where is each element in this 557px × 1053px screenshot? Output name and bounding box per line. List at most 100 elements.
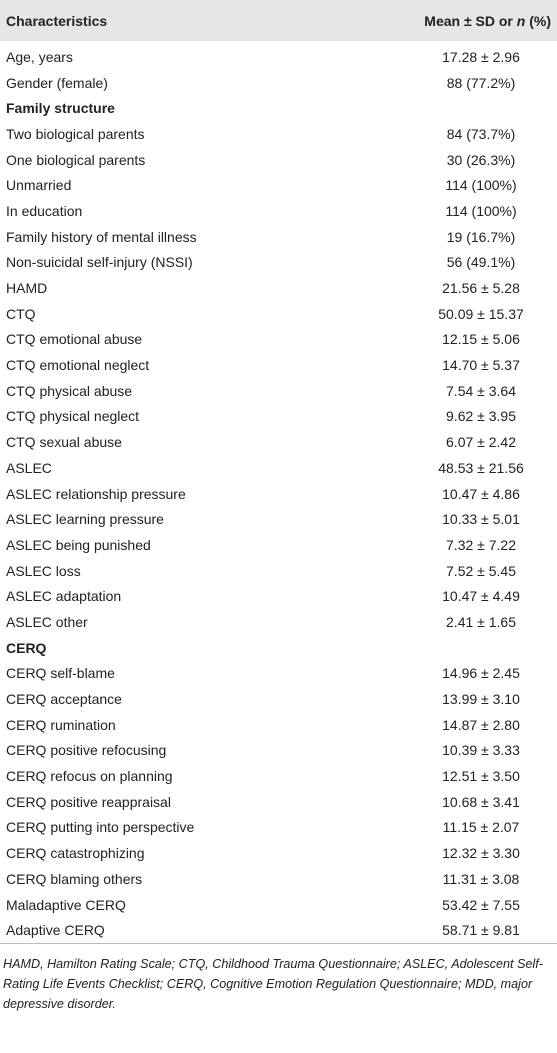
row-label: CTQ physical neglect [6, 408, 140, 425]
data-row: Two biological parents 84 (73.7%) [0, 121, 557, 147]
data-row: CERQ rumination 14.87 ± 2.80 [0, 712, 557, 738]
data-row: CERQ acceptance 13.99 ± 3.10 [0, 686, 557, 712]
data-row: CERQ putting into perspective 11.15 ± 2.0… [0, 815, 557, 841]
data-row: Age, years 17.28 ± 2.96 [0, 41, 557, 70]
row-value: 13.99 ± 3.10 [442, 691, 520, 708]
row-value: 14.96 ± 2.45 [442, 665, 520, 682]
row-label: CERQ positive refocusing [6, 742, 167, 759]
section-row: Family structure [0, 95, 557, 121]
data-row: ASLEC other 2.41 ± 1.65 [0, 609, 557, 635]
data-row: Family history of mental illness 19 (16.7… [0, 224, 557, 250]
row-label: Maladaptive CERQ [6, 896, 126, 913]
data-row: CTQ physical abuse 7.54 ± 3.64 [0, 378, 557, 404]
row-value: 12.51 ± 3.50 [442, 768, 520, 785]
row-label: Non-suicidal self-injury (NSSI) [6, 254, 193, 271]
row-value: 53.42 ± 7.55 [442, 896, 520, 913]
row-value: 10.39 ± 3.33 [442, 742, 520, 759]
row-label: ASLEC learning pressure [6, 511, 164, 528]
row-value: 58.71 ± 9.81 [405, 917, 557, 945]
row-label: CERQ rumination [6, 716, 116, 733]
data-row: CTQ 50.09 ± 15.37 [0, 301, 557, 327]
row-value: 7.52 ± 5.45 [446, 562, 516, 579]
row-value: 9.62 ± 3.95 [446, 408, 516, 425]
row-label: ASLEC being punished [6, 536, 151, 553]
row-label: CTQ emotional neglect [6, 357, 150, 374]
data-row: CTQ emotional neglect 14.70 ± 5.37 [0, 352, 557, 378]
row-label: ASLEC loss [6, 562, 81, 579]
row-value: 11.31 ± 3.08 [442, 870, 520, 887]
row-value: 48.53 ± 21.56 [438, 459, 524, 476]
table-body: Age, years 17.28 ± 2.96 Gender (female) 88 … [0, 41, 557, 945]
header-cell: Mean ± SD or n (%) [405, 0, 557, 41]
row-label: Unmarried [6, 177, 72, 194]
row-value: 10.47 ± 4.86 [442, 485, 520, 502]
row-value: 21.56 ± 5.28 [442, 280, 520, 297]
data-row: ASLEC relationship pressure 10.47 ± 4.86 [0, 481, 557, 507]
data-row: CERQ positive refocusing 10.39 ± 3.33 [0, 738, 557, 764]
data-row: CERQ catastrophizing 12.32 ± 3.30 [0, 840, 557, 866]
row-value: 14.70 ± 5.37 [442, 357, 520, 374]
row-value: 6.07 ± 2.42 [446, 434, 516, 451]
data-row: ASLEC adaptation 10.47 ± 4.49 [0, 583, 557, 609]
row-label: HAMD [6, 280, 48, 297]
header-row: Characteristics Mean ± SD or n (%) [0, 0, 557, 41]
data-row: In education 114 (100%) [0, 198, 557, 224]
row-label: Gender (female) [6, 74, 108, 91]
row-label: ASLEC relationship pressure [6, 485, 186, 502]
data-row: CERQ self-blame 14.96 ± 2.45 [0, 661, 557, 687]
header-text: (%) [525, 12, 551, 29]
row-label: ASLEC [6, 459, 52, 476]
section-label: CERQ [6, 639, 47, 656]
row-label: Two biological parents [6, 125, 145, 142]
section-label: Family structure [6, 100, 115, 117]
header-text: Mean ± SD or [424, 12, 517, 29]
row-value: 114 (100%) [445, 177, 517, 194]
row-value: 10.68 ± 3.41 [442, 793, 520, 810]
row-label: CERQ putting into perspective [6, 819, 195, 836]
data-row: Maladaptive CERQ 53.42 ± 7.55 [0, 892, 557, 918]
row-label: One biological parents [6, 151, 146, 168]
row-value: 84 (73.7%) [446, 125, 516, 142]
section-row: CERQ [0, 635, 557, 661]
data-row: CTQ sexual abuse 6.07 ± 2.42 [0, 429, 557, 455]
row-label: Family history of mental illness [6, 228, 197, 245]
data-row: CTQ emotional abuse 12.15 ± 5.06 [0, 327, 557, 353]
row-label: In education [6, 202, 83, 219]
data-row: ASLEC learning pressure 10.33 ± 5.01 [0, 506, 557, 532]
data-row: Gender (female) 88 (77.2%) [0, 70, 557, 96]
row-value: 19 (16.7%) [446, 228, 516, 245]
row-value: 12.15 ± 5.06 [442, 331, 520, 348]
header-cell: Characteristics [6, 12, 108, 29]
data-row: CERQ refocus on planning 12.51 ± 3.50 [0, 763, 557, 789]
header-text: n [516, 12, 526, 29]
row-value: 50.09 ± 15.37 [438, 305, 524, 322]
row-label: CERQ blaming others [6, 870, 143, 887]
row-label: CTQ emotional abuse [6, 331, 143, 348]
row-value: 14.87 ± 2.80 [442, 716, 520, 733]
row-label: CERQ self-blame [6, 665, 115, 682]
data-row: HAMD 21.56 ± 5.28 [0, 275, 557, 301]
data-row: One biological parents 30 (26.3%) [0, 147, 557, 173]
row-value: 7.32 ± 7.22 [446, 536, 516, 553]
data-row: CTQ physical neglect 9.62 ± 3.95 [0, 404, 557, 430]
row-value: 114 (100%) [445, 202, 517, 219]
row-label: CERQ catastrophizing [6, 845, 145, 862]
row-value: 7.54 ± 3.64 [446, 382, 516, 399]
row-value: 11.15 ± 2.07 [442, 819, 520, 836]
data-row: ASLEC loss 7.52 ± 5.45 [0, 558, 557, 584]
data-row: Non-suicidal self-injury (NSSI) 56 (49.1%… [0, 250, 557, 276]
row-value: 56 (49.1%) [446, 254, 516, 271]
row-value: 10.47 ± 4.49 [442, 588, 520, 605]
data-row: CERQ positive reappraisal 10.68 ± 3.41 [0, 789, 557, 815]
table: Characteristics Mean ± SD or n (%) Age, … [0, 0, 557, 945]
row-label: Adaptive CERQ [0, 917, 405, 945]
data-row: ASLEC being punished 7.32 ± 7.22 [0, 532, 557, 558]
row-label: ASLEC other [6, 613, 88, 630]
row-label: CERQ positive reappraisal [6, 793, 171, 810]
row-label: CERQ acceptance [6, 691, 122, 708]
row-value: 17.28 ± 2.96 [442, 48, 520, 65]
data-row: Unmarried 114 (100%) [0, 172, 557, 198]
data-row: Adaptive CERQ 58.71 ± 9.81 [0, 917, 557, 945]
row-label: ASLEC adaptation [6, 588, 122, 605]
